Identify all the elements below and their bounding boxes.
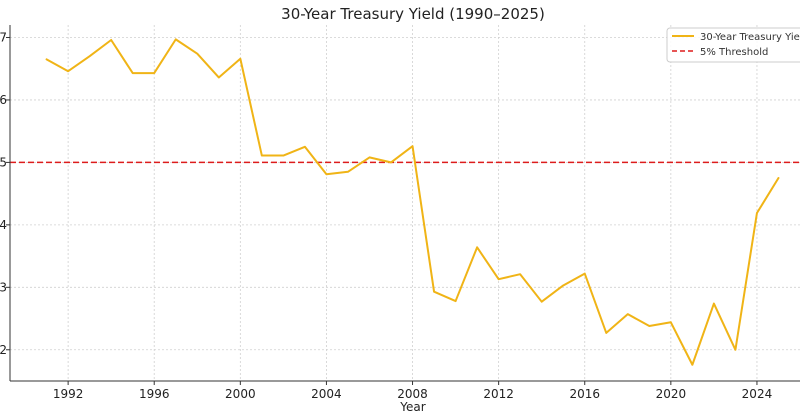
y-tick-label: 3 [0, 280, 7, 294]
data-point [368, 156, 370, 158]
data-point [455, 300, 457, 302]
legend-label-yield: 30-Year Treasury Yield [700, 32, 800, 43]
data-point [476, 246, 478, 248]
data-point [218, 76, 220, 78]
x-tick-label: 2020 [656, 387, 687, 401]
legend-box [666, 27, 800, 63]
data-point [325, 173, 327, 175]
data-point [584, 273, 586, 275]
data-point [756, 212, 758, 214]
tick-labels: 1992 1996 2000 2004 2008 2012 2016 2020 2024 2 3 4 5… [0, 30, 772, 401]
data-point [670, 321, 672, 323]
data-point [153, 72, 155, 74]
y-tick-label: 4 [0, 218, 7, 232]
y-tick-label: 6 [0, 93, 7, 107]
data-point [196, 53, 198, 55]
grid [10, 25, 800, 381]
yield-series-line [45, 38, 780, 366]
data-point [390, 161, 392, 163]
series-layer [45, 38, 780, 366]
x-axis-label: Year [399, 400, 425, 414]
x-tick-label: 2016 [569, 387, 600, 401]
y-tick-label: 7 [0, 30, 7, 44]
data-point [562, 284, 564, 286]
x-tick-label: 1996 [139, 387, 170, 401]
data-point [713, 303, 715, 305]
axes [6, 25, 800, 385]
data-point [175, 38, 177, 40]
legend: 30-Year Treasury Yield 5% Threshold [666, 27, 800, 63]
data-point [132, 72, 134, 74]
data-point [46, 58, 48, 60]
y-tick-label: 5 [0, 155, 7, 169]
legend-label-threshold: 5% Threshold [700, 47, 768, 58]
data-point [605, 332, 607, 334]
data-point [691, 364, 693, 366]
x-tick-label: 2000 [225, 387, 256, 401]
data-point [347, 171, 349, 173]
data-point [239, 58, 241, 60]
x-tick-label: 2024 [742, 387, 773, 401]
x-tick-label: 1992 [53, 387, 84, 401]
chart-title: 30-Year Treasury Yield (1990–2025) [281, 5, 545, 23]
data-point [498, 278, 500, 280]
data-point [433, 291, 435, 293]
data-point [261, 155, 263, 157]
x-tick-label: 2008 [397, 387, 428, 401]
data-point [627, 313, 629, 315]
data-point [541, 301, 543, 303]
data-point [412, 145, 414, 147]
x-tick-label: 2004 [311, 387, 342, 401]
data-point [734, 349, 736, 351]
data-point [648, 325, 650, 327]
data-point [519, 273, 521, 275]
data-point [304, 146, 306, 148]
data-point [110, 39, 112, 41]
data-point [67, 70, 69, 72]
y-tick-label: 2 [0, 343, 7, 357]
data-point [89, 55, 91, 57]
data-point [777, 177, 779, 179]
x-tick-label: 2012 [483, 387, 514, 401]
data-point [282, 155, 284, 157]
